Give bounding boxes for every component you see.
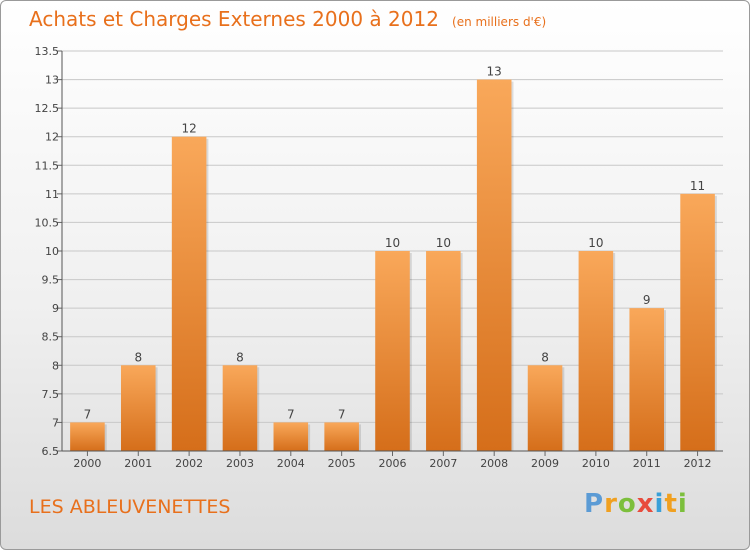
bar <box>629 308 665 451</box>
x-tick-label: 2009 <box>531 457 559 470</box>
bar-value-label: 10 <box>385 236 400 250</box>
bar-value-label: 12 <box>181 122 196 136</box>
chart-unit: (en milliers d'€) <box>452 15 547 29</box>
x-tick-label: 2012 <box>684 457 712 470</box>
x-tick-label: 2001 <box>124 457 152 470</box>
bar-value-label: 8 <box>236 350 244 364</box>
y-tick-label: 6.5 <box>42 445 60 458</box>
bar <box>324 422 359 451</box>
x-tick-label: 2005 <box>328 457 356 470</box>
logo-letter: o <box>617 489 637 519</box>
bar <box>680 193 715 451</box>
y-tick-label: 7.5 <box>42 388 60 401</box>
bar-value-label: 7 <box>287 407 295 421</box>
y-tick-label: 12 <box>45 131 59 144</box>
logo-letter: x <box>636 489 655 519</box>
y-tick-label: 13.5 <box>35 45 60 58</box>
y-tick-label: 10 <box>45 245 59 258</box>
bar-value-label: 8 <box>541 350 549 364</box>
logo-letter: i <box>677 489 688 519</box>
y-tick-label: 12.5 <box>35 102 60 115</box>
bar-value-label: 7 <box>84 407 92 421</box>
bar-value-label: 8 <box>134 350 142 364</box>
bar <box>476 79 512 452</box>
bar <box>273 422 309 451</box>
x-tick-label: 2011 <box>633 457 661 470</box>
y-tick-label: 7 <box>52 416 59 429</box>
x-tick-label: 2002 <box>175 457 203 470</box>
logo-letter: P <box>584 489 605 519</box>
x-tick-label: 2004 <box>277 457 305 470</box>
bar <box>578 251 614 451</box>
y-tick-label: 13 <box>45 74 59 87</box>
y-tick-label: 10.5 <box>35 216 60 229</box>
bar-value-label: 13 <box>487 65 502 79</box>
bar <box>426 251 461 451</box>
bar <box>222 365 258 451</box>
bar <box>120 365 156 451</box>
chart-title-text: Achats et Charges Externes 2000 à 2012 <box>29 7 439 31</box>
bar <box>70 422 105 451</box>
bar-value-label: 7 <box>338 407 346 421</box>
proxiti-logo: Proxiti <box>584 489 688 519</box>
x-tick-label: 2008 <box>480 457 508 470</box>
bar-value-label: 10 <box>588 236 603 250</box>
bar-value-label: 11 <box>690 179 705 193</box>
y-tick-label: 11 <box>45 188 59 201</box>
y-tick-label: 9.5 <box>42 274 60 287</box>
x-tick-label: 2007 <box>429 457 457 470</box>
bar <box>527 365 563 451</box>
axes: 6.5 7 7.5 8 8.5 9 9.5 10 10.5 11 11.5 12 12.5 13 13.5 2… <box>35 45 723 470</box>
x-tick-label: 2010 <box>582 457 610 470</box>
y-tick-label: 11.5 <box>35 159 60 172</box>
logo-letter: t <box>664 489 678 519</box>
x-tick-label: 2003 <box>226 457 254 470</box>
bar <box>171 136 207 451</box>
y-tick-label: 9 <box>52 302 59 315</box>
bar-value-label: 9 <box>643 293 651 307</box>
x-tick-label: 2006 <box>379 457 407 470</box>
y-tick-label: 8 <box>52 359 59 372</box>
bar <box>375 251 410 451</box>
commune-name: LES ABLEUVENETTES <box>29 496 231 518</box>
chart-title: Achats et Charges Externes 2000 à 2012 (… <box>29 7 546 31</box>
logo-letter: r <box>604 489 618 519</box>
y-tick-label: 8.5 <box>42 331 60 344</box>
bar-value-label: 10 <box>436 236 451 250</box>
x-tick-label: 2000 <box>73 457 101 470</box>
logo-letter: i <box>654 489 665 519</box>
bars: 7 8 12 8 7 7 10 10 13 8 10 9 11 <box>70 65 717 452</box>
